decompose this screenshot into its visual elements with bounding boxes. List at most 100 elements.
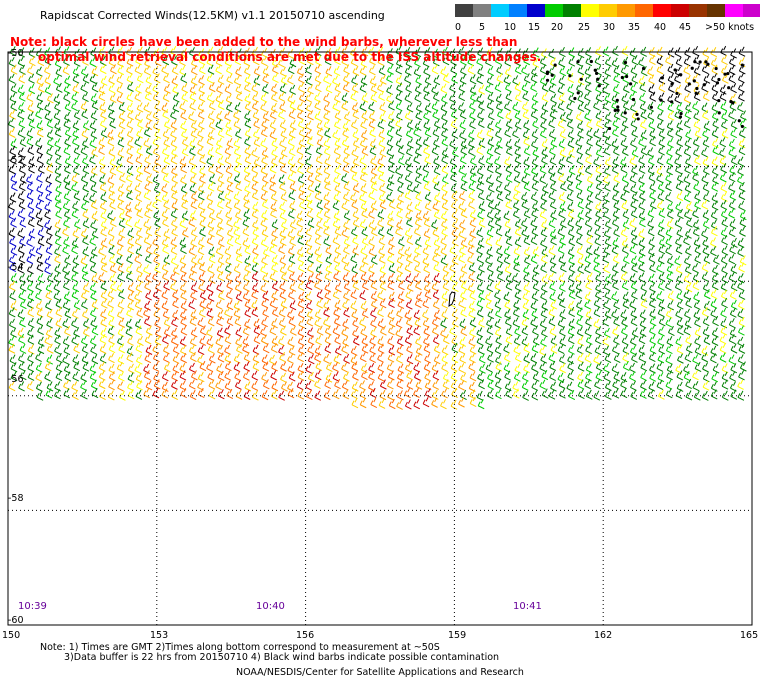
wind-barb	[17, 208, 25, 219]
wind-barb	[512, 128, 519, 139]
wind-barb	[127, 236, 135, 247]
wind-barb	[35, 362, 43, 373]
wind-barb	[541, 273, 549, 284]
wind-barb	[404, 262, 412, 273]
wind-barb	[225, 127, 233, 138]
wind-barb	[207, 291, 215, 302]
wind-barb	[162, 243, 169, 255]
wind-barb	[190, 199, 198, 210]
wind-barb	[352, 182, 360, 193]
wind-barb	[495, 164, 502, 176]
wind-barb	[126, 253, 133, 264]
wind-barb	[269, 163, 277, 174]
wind-barb	[144, 316, 151, 327]
wind-barb	[334, 244, 342, 255]
wind-barb	[242, 237, 250, 248]
wind-barb	[217, 254, 225, 265]
wind-barb	[82, 73, 90, 84]
wind-barb	[505, 138, 513, 149]
wind-barb	[424, 200, 432, 212]
wind-barb	[279, 66, 287, 77]
wind-barb	[620, 263, 628, 274]
wind-barb	[37, 192, 45, 203]
wind-barb	[298, 291, 305, 302]
wind-barb	[252, 352, 260, 364]
flag-circle	[613, 108, 617, 113]
wind-barb	[441, 308, 449, 320]
wind-barb	[145, 344, 153, 355]
legend-label: 40	[654, 22, 667, 33]
wind-barb	[604, 389, 612, 400]
wind-barb	[603, 192, 610, 203]
wind-barb	[136, 46, 144, 57]
flag-circle	[740, 63, 744, 67]
wind-barb	[188, 270, 196, 282]
wind-barb	[460, 138, 468, 149]
wind-barb	[89, 120, 97, 131]
wind-barb	[631, 73, 639, 84]
wind-barb	[297, 308, 305, 319]
wind-barb	[676, 120, 684, 131]
wind-barb	[54, 57, 62, 68]
wind-barb	[468, 271, 476, 282]
wind-barb	[190, 128, 198, 139]
wind-barb	[550, 209, 557, 220]
wind-barb	[460, 280, 468, 291]
wind-barb	[694, 335, 701, 347]
wind-barb	[116, 93, 124, 104]
wind-barb	[377, 306, 384, 318]
wind-barb	[387, 335, 394, 347]
wind-barb	[512, 200, 520, 211]
wind-barb	[100, 289, 108, 300]
wind-barb	[314, 317, 321, 328]
wind-barb	[692, 165, 699, 176]
wind-barb	[307, 182, 315, 193]
wind-barb	[108, 371, 116, 382]
wind-barb	[712, 138, 719, 149]
wind-barb	[405, 289, 413, 300]
wind-barb	[558, 254, 566, 265]
wind-barb	[647, 147, 654, 158]
wind-barb	[10, 64, 18, 75]
wind-barb	[180, 325, 188, 336]
wind-barb	[486, 146, 494, 157]
wind-barb	[325, 361, 333, 372]
wind-barb	[738, 299, 745, 310]
wind-barb	[163, 137, 171, 148]
wind-barb	[621, 243, 629, 255]
wind-barb	[53, 281, 61, 292]
wind-barb	[494, 318, 502, 329]
wind-barb	[692, 272, 700, 283]
wind-barb	[333, 353, 341, 364]
wind-barb	[377, 209, 385, 220]
wind-barb	[423, 263, 430, 274]
wind-barb	[585, 209, 592, 220]
wind-barb	[234, 379, 242, 390]
wind-barb	[379, 389, 387, 401]
wind-barb	[26, 181, 34, 192]
wind-barb	[53, 272, 61, 283]
wind-barb	[9, 261, 17, 273]
wind-barb	[639, 388, 647, 399]
flag-circle	[576, 60, 580, 64]
wind-barb	[253, 318, 261, 329]
wind-barb	[116, 282, 124, 293]
wind-barb	[459, 353, 467, 364]
wind-barb	[117, 335, 124, 346]
wind-barb	[307, 217, 315, 228]
wind-barb	[332, 235, 340, 246]
wind-barb	[657, 254, 665, 265]
wind-barb	[9, 109, 16, 120]
wind-barb	[100, 255, 108, 266]
wind-barb	[469, 344, 477, 355]
wind-barb	[143, 137, 151, 148]
wind-barb	[586, 127, 593, 139]
wind-barb	[225, 164, 233, 175]
wind-barb	[352, 335, 360, 346]
wind-barb	[737, 156, 745, 167]
wind-barb	[585, 316, 592, 327]
wind-barb	[414, 56, 421, 68]
wind-barb	[730, 155, 738, 166]
wind-barb	[494, 299, 502, 310]
wind-barb	[243, 271, 250, 283]
